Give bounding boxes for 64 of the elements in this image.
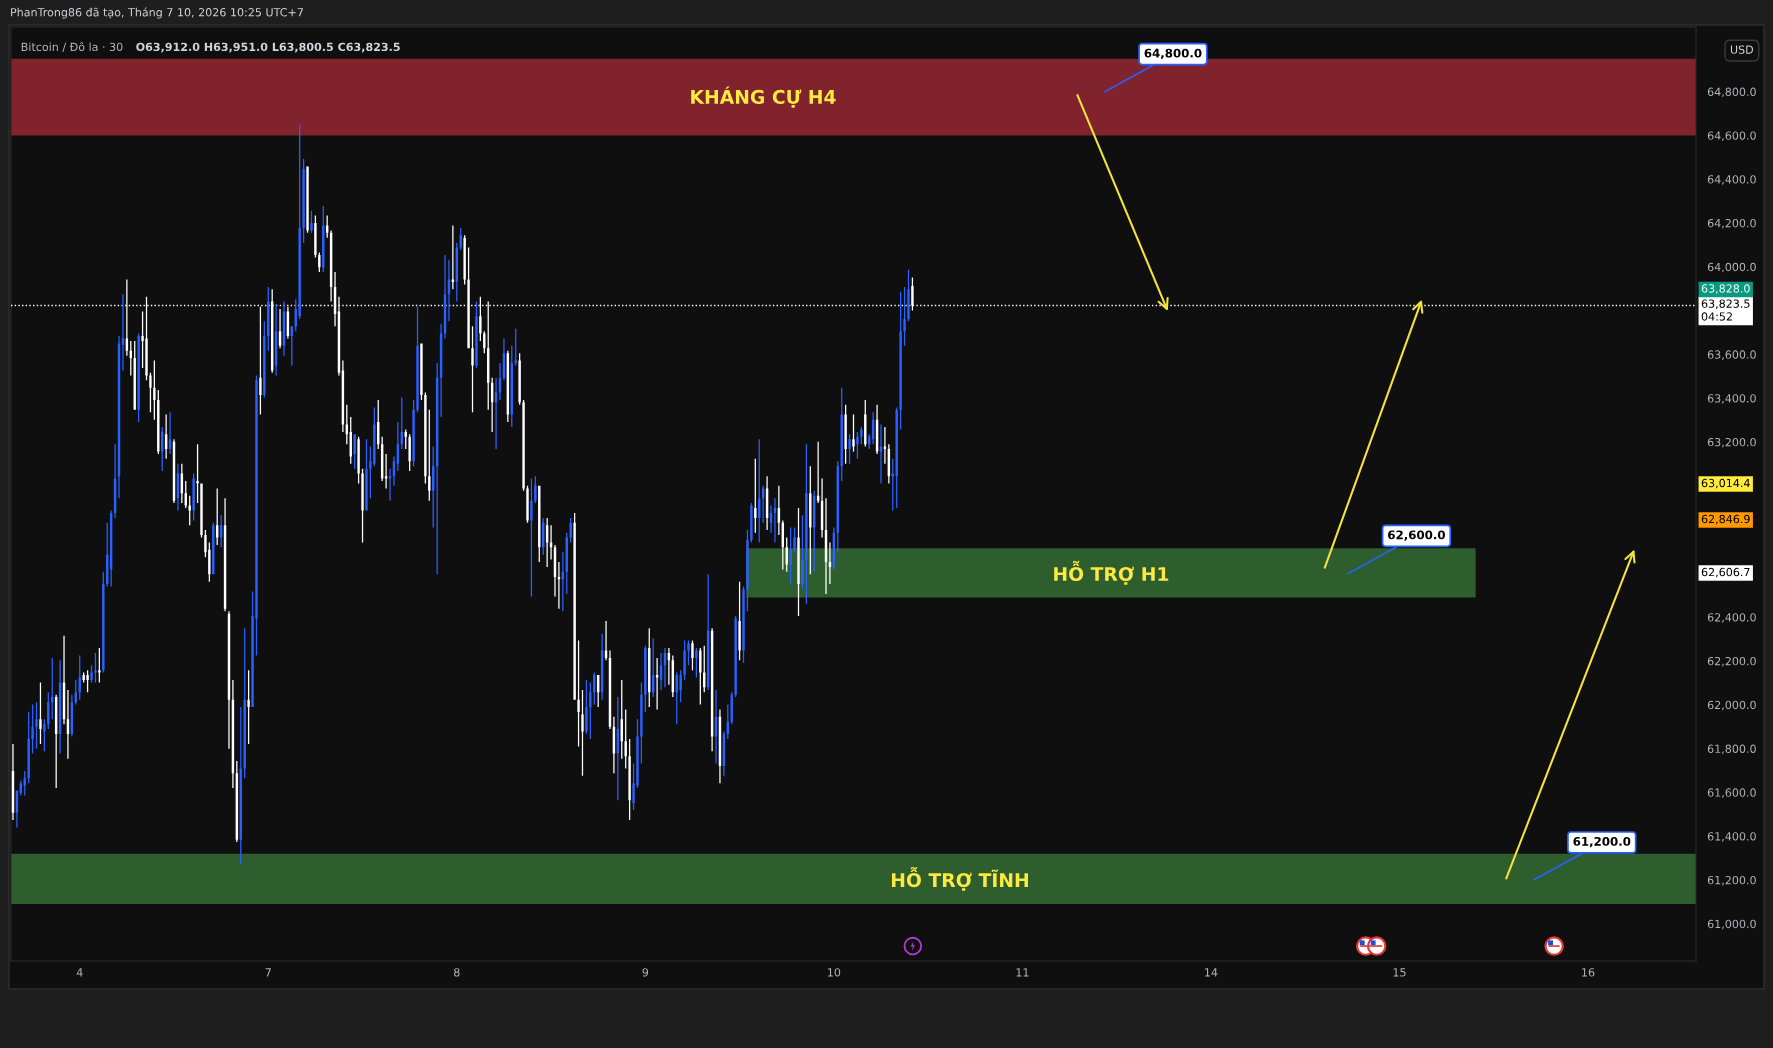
candlestick [549, 525, 553, 560]
x-tick-label: 4 [76, 968, 83, 977]
candlestick [278, 309, 282, 349]
text: PhanTrong86 đã tạo, Tháng 7 10, 2026 10:25 UTC+7 [11, 7, 303, 19]
candlestick [557, 562, 561, 609]
x-tick-label: 7 [265, 968, 271, 977]
y-tick-label: 61,600.0 [1707, 788, 1756, 798]
y-tick-label: 64,800.0 [1707, 87, 1756, 98]
text: 63,828.0 [1701, 284, 1750, 294]
annotation: 64,800.0 [1144, 48, 1202, 60]
x-tick-label: 10 [828, 968, 841, 977]
candlestick [828, 542, 832, 585]
y-tick-label: 63,200.0 [1707, 437, 1756, 448]
band-label: HỖ TRỢ TĨNH [891, 866, 1028, 891]
candlestick [168, 412, 172, 455]
candlestick [773, 498, 777, 543]
candlestick [384, 454, 388, 489]
y-tick-label: 62,200.0 [1707, 656, 1756, 667]
candlestick [883, 426, 887, 464]
candlestick [663, 648, 667, 688]
x-tick-label: 11 [1016, 968, 1029, 977]
text: Bitcoin / Đô la · 30 [21, 42, 123, 52]
annotation: 61,200.0 [1573, 836, 1631, 848]
candlestick [498, 362, 502, 400]
y-tick-label: 64,600.0 [1707, 131, 1756, 141]
band-label: HỖ TRỢ H1 [1054, 560, 1169, 585]
candlestick [604, 621, 608, 661]
candlestick [714, 689, 718, 764]
y-tick-label: 64,400.0 [1707, 175, 1756, 185]
y-tick-label: 64,200.0 [1707, 218, 1756, 229]
text: 62,606.7 [1701, 567, 1750, 578]
y-tick-label: 62,000.0 [1707, 700, 1756, 711]
candlestick [777, 485, 781, 536]
band-label: KHÁNG CỰ H4 [691, 86, 836, 108]
candlestick [494, 377, 498, 449]
y-tick-label: 61,200.0 [1707, 875, 1756, 886]
candlestick [396, 422, 400, 472]
candlestick [667, 648, 671, 685]
y-tick-label: 61,400.0 [1707, 832, 1756, 842]
ref-line-label: 63,823.5 04:52 [1701, 299, 1750, 321]
x-tick-label: 8 [454, 968, 460, 977]
x-tick-label: 15 [1393, 968, 1406, 977]
candlestick [121, 294, 125, 371]
candlestick [66, 689, 70, 759]
y-tick-label: 63,400.0 [1707, 394, 1756, 404]
y-tick-label: 61,800.0 [1707, 744, 1756, 755]
candlestick [447, 259, 451, 322]
y-tick-label: 61,000.0 [1707, 919, 1756, 930]
text: 63,014.4 [1701, 478, 1750, 489]
annotation: 62,600.0 [1388, 530, 1445, 541]
y-axis-title: USD [1730, 45, 1754, 54]
text: 62,846.9 [1701, 514, 1750, 525]
candlestick [879, 424, 883, 484]
text: O63,912.0 H63,951.0 L63,800.5 C63,823.5 [136, 42, 400, 53]
x-tick-label: 14 [1205, 968, 1218, 977]
x-tick-label: 9 [642, 968, 649, 977]
candlestick [824, 498, 828, 594]
x-tick-label: 16 [1582, 968, 1595, 977]
y-tick-label: 62,400.0 [1707, 613, 1756, 623]
candlestick [769, 505, 773, 533]
y-tick-label: 63,600.0 [1707, 350, 1756, 360]
candlestick [655, 657, 659, 710]
y-tick-label: 64,000.0 [1707, 262, 1756, 273]
candlestick [388, 468, 392, 501]
